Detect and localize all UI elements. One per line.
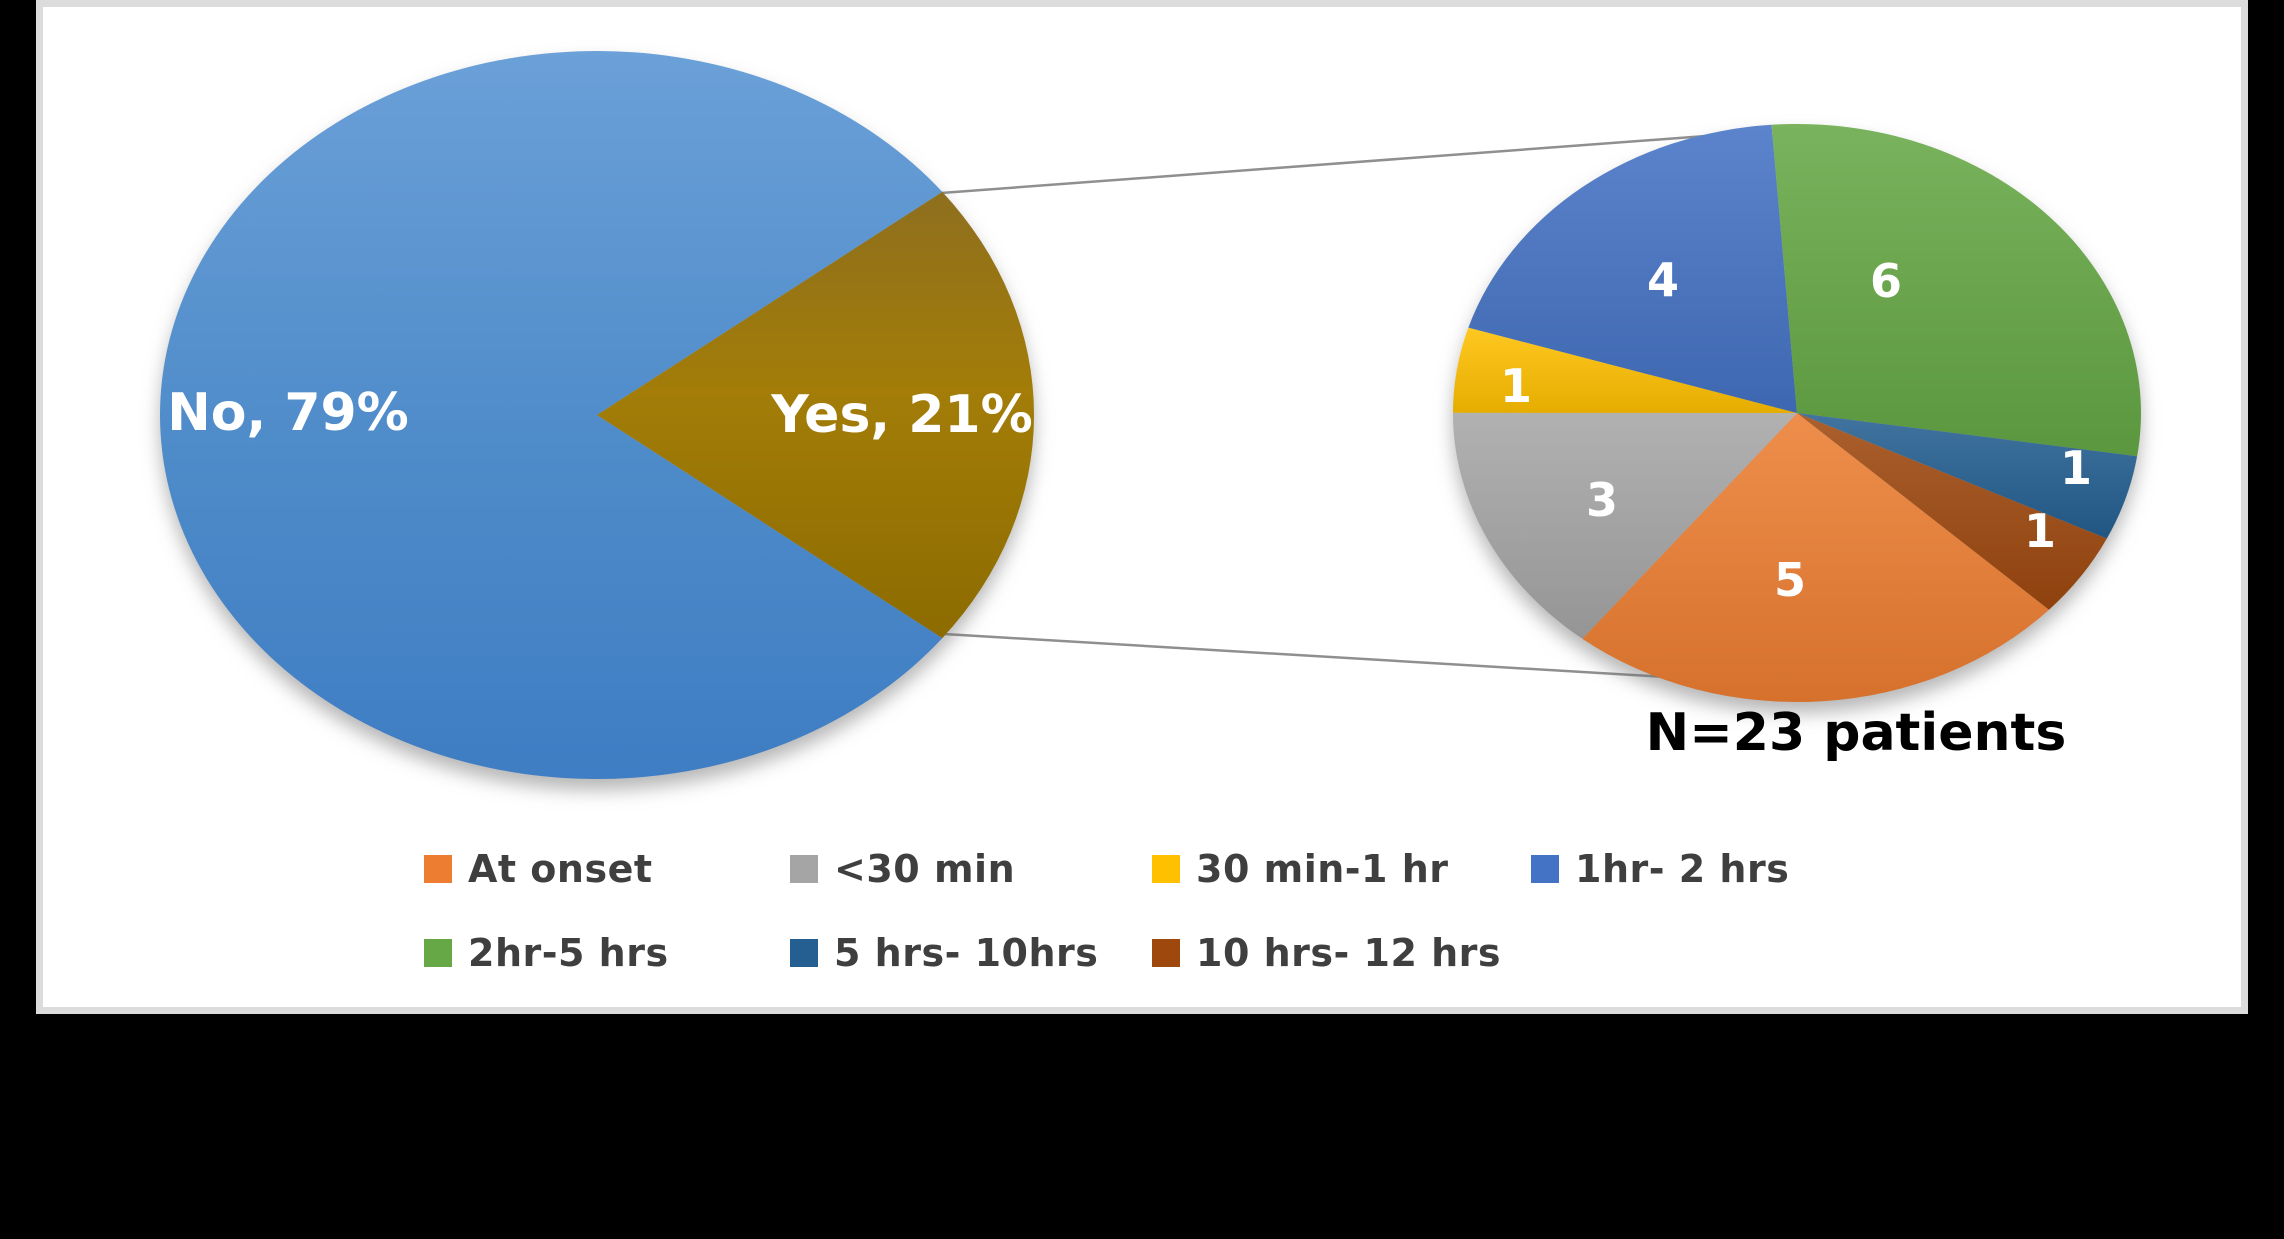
legend-swatch-10-hrs-12-hrs: [1152, 939, 1180, 967]
legend-item-lt-30-min: <30 min: [790, 845, 1015, 893]
secondary-pie-value-1hr-2-hrs: 4: [1646, 253, 1680, 307]
secondary-pie-slice-30-min-1-hr: [1453, 327, 1797, 413]
legend-label: 5 hrs- 10hrs: [834, 931, 1099, 975]
secondary-pie-slice-lt-30-min: [1453, 412, 1797, 639]
legend-swatch-2hr-5-hrs: [424, 939, 452, 967]
secondary-pie-value-5-hrs-10hrs: 1: [2059, 441, 2093, 495]
primary-pie-label-yes: Yes, 21%: [771, 385, 1033, 445]
legend-label: <30 min: [834, 847, 1016, 891]
legend-label: 1hr- 2 hrs: [1575, 847, 1790, 891]
secondary-pie-slice-at-onset: [1582, 413, 2049, 702]
secondary-pie-slice-10-hrs-12-hrs: [1797, 413, 2107, 610]
connector-line-bottom: [943, 632, 1667, 679]
legend-swatch-1hr-2-hrs: [1531, 855, 1559, 883]
primary-pie-slice-yes: [597, 191, 1035, 639]
legend-item-at-onset: At onset: [424, 845, 653, 893]
secondary-pie-slice-5-hrs-10hrs: [1797, 413, 2138, 539]
legend-item-1hr-2-hrs: 1hr- 2 hrs: [1531, 845, 1789, 893]
legend-label: At onset: [468, 847, 653, 891]
legend-label: 2hr-5 hrs: [468, 931, 669, 975]
secondary-pie-value-10-hrs-12-hrs: 1: [2023, 504, 2057, 558]
legend-swatch-lt-30-min: [790, 855, 818, 883]
primary-pie: [160, 50, 1035, 779]
legend-item-2hr-5-hrs: 2hr-5 hrs: [424, 929, 669, 977]
legend-item-5-hrs-10hrs: 5 hrs- 10hrs: [790, 929, 1098, 977]
secondary-pie-slice-2hr-5-hrs: [1771, 124, 2141, 457]
secondary-pie-value-30-min-1-hr: 1: [1499, 359, 1533, 413]
legend-swatch-30-min-1-hr: [1152, 855, 1180, 883]
secondary-pie-value-at-onset: 5: [1773, 553, 1807, 607]
legend-item-10-hrs-12-hrs: 10 hrs- 12 hrs: [1152, 929, 1501, 977]
legend-swatch-5-hrs-10hrs: [790, 939, 818, 967]
legend-item-30-min-1-hr: 30 min-1 hr: [1152, 845, 1449, 893]
primary-pie-slice-no: [160, 50, 943, 779]
legend-label: 30 min-1 hr: [1196, 847, 1449, 891]
legend-swatch-at-onset: [424, 855, 452, 883]
secondary-pie-slice-1hr-2-hrs: [1468, 124, 1797, 414]
secondary-pie-value-2hr-5-hrs: 6: [1869, 254, 1903, 308]
connector-line-top: [940, 131, 1747, 195]
secondary-pie-value-lt-30-min: 3: [1585, 473, 1619, 527]
legend-label: 10 hrs- 12 hrs: [1196, 931, 1502, 975]
primary-pie-label-no: No, 79%: [167, 383, 409, 443]
patient-count-annotation: N=23 patients: [1645, 703, 2067, 763]
secondary-pie: [1453, 124, 2141, 702]
